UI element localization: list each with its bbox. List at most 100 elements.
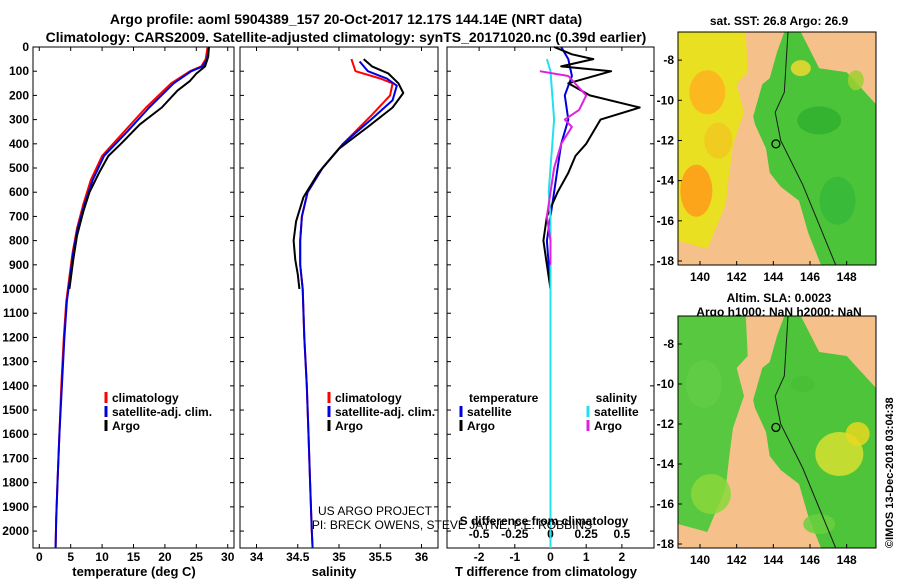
map-y-tick-label: -16 [657, 497, 675, 511]
difference-panel: -2 -1 0 1 2-0.5 -0.25 0 0.25 0.5 [446, 46, 655, 564]
sst-anomaly-patch [845, 422, 870, 446]
map-y-tick-label: -14 [657, 174, 675, 188]
map-x-tick-label: 140 [690, 270, 710, 284]
title-line-2: Climatology: CARS2009. Satellite-adjuste… [46, 29, 647, 45]
x-tick-label: 34 [250, 550, 264, 564]
map-y-tick-label: -12 [657, 417, 675, 431]
x-tick-label: 1 [583, 550, 590, 564]
argo-position-marker [771, 139, 781, 149]
sst-anomaly-patch [803, 514, 836, 534]
depth-tick-label: 700 [9, 209, 29, 223]
map-x-tick-label: 140 [690, 553, 710, 567]
temperature-xlabel: temperature (deg C) [72, 564, 196, 579]
depth-tick-label: 1000 [2, 282, 29, 296]
legend-heading: temperature [469, 391, 539, 405]
depth-tick-label: 2000 [2, 524, 29, 538]
map-x-tick-label: 146 [800, 270, 820, 284]
sst-anomaly-patch [847, 70, 864, 91]
map-y-tick-label: -8 [663, 337, 674, 351]
legend-label: Argo [112, 419, 140, 433]
map-y-tick-label: -18 [657, 537, 675, 551]
x-tick-label: 30 [221, 550, 235, 564]
x-tick-label: 36 [415, 550, 429, 564]
x-tick-label: 35 [332, 550, 346, 564]
legend-label: satellite [594, 405, 639, 419]
depth-tick-label: 100 [9, 64, 29, 78]
sst-anomaly-patch [790, 376, 815, 392]
map-y-tick-label: -10 [657, 377, 675, 391]
difference-legend: temperaturesatelliteArgosalinitysatellit… [459, 391, 639, 433]
depth-tick-label: 1600 [2, 427, 29, 441]
x-tick-label: 34.5 [286, 550, 310, 564]
sst-anomaly-patch [704, 122, 733, 159]
series-line-s-argo [539, 70, 588, 265]
watermark-line-2: PI: BRECK OWENS, STEVE JAYNE, P.E. ROBBI… [312, 518, 592, 532]
series-line-climatology [299, 58, 394, 549]
temperature-panel: 0 5 10 15 20 25 30 [32, 46, 235, 564]
salinity-panel: 34 34.5 35 35.5 36 [239, 46, 439, 564]
x2-tick-label: 0.5 [614, 527, 631, 541]
isobath-contour [774, 32, 837, 265]
map-x-tick-label: 148 [837, 553, 857, 567]
depth-tick-label: 800 [9, 234, 29, 248]
x-tick-label: 35.5 [369, 550, 393, 564]
legend-label: satellite-adj. clim. [335, 405, 435, 419]
sst-anomaly-patch [689, 70, 726, 115]
legend-label: climatology [112, 391, 179, 405]
series-line-satellite-adj-clim- [299, 60, 398, 549]
map-x-tick-label: 144 [763, 553, 783, 567]
map-frame [677, 31, 877, 266]
x2-tick-label: -0.25 [501, 527, 529, 541]
sst-anomaly-patch [685, 360, 722, 408]
series-line-argo [68, 46, 210, 290]
depth-tick-label: 600 [9, 185, 29, 199]
sst-map: 140 142 144 146 148 -8 -10 -12 -14 -16 -18 [657, 31, 877, 284]
legend-heading: salinity [596, 391, 638, 405]
depth-tick-label: 0 [22, 40, 29, 54]
difference-xlabel: T difference from climatology [455, 564, 638, 579]
x-tick-label: 25 [190, 550, 204, 564]
watermark-line-1: US ARGO PROJECT [318, 504, 433, 518]
sst-map-title: sat. SST: 26.8 Argo: 26.9 [710, 14, 849, 28]
x-tick-label: -2 [474, 550, 485, 564]
map-y-tick-label: -14 [657, 457, 675, 471]
sla-map: 140 142 144 146 148 -8 -10 -12 -14 -16 -18 [657, 315, 877, 567]
depth-tick-label: 1700 [2, 451, 29, 465]
depth-tick-label: 400 [9, 137, 29, 151]
difference-x2label: S difference from climatology [460, 514, 629, 528]
x-tick-label: 15 [127, 550, 141, 564]
map-y-tick-label: -8 [663, 53, 674, 67]
depth-tick-label: 200 [9, 88, 29, 102]
depth-tick-label: 500 [9, 161, 29, 175]
map-x-tick-label: 146 [800, 553, 820, 567]
x2-tick-label: 0.25 [575, 527, 599, 541]
legend-label: Argo [335, 419, 363, 433]
sst-anomaly-patch [680, 164, 713, 217]
depth-tick-label: 1800 [2, 476, 29, 490]
x-tick-label: -1 [509, 550, 520, 564]
depth-tick-label: 1400 [2, 379, 29, 393]
map-frame [677, 315, 877, 549]
legend-label: Argo [467, 419, 495, 433]
depth-tick-label: 1100 [3, 306, 29, 320]
legend-label: climatology [335, 391, 402, 405]
map-x-tick-label: 144 [763, 270, 783, 284]
x-tick-label: 5 [67, 550, 74, 564]
credit-text: ©IMOS 13-Dec-2018 03:04:38 [884, 397, 896, 548]
legend-label: satellite-adj. clim. [112, 405, 212, 419]
salinity-xlabel: salinity [312, 564, 358, 579]
map-x-tick-label: 142 [727, 270, 747, 284]
map-y-tick-label: -12 [657, 133, 675, 147]
map-x-tick-label: 142 [727, 553, 747, 567]
legend-label: satellite [467, 405, 512, 419]
depth-axis: 0 100 200 300 400 500 600 700 800 900 1000 1100 1200… [2, 40, 29, 538]
depth-tick-label: 1200 [2, 330, 29, 344]
series-line-t-argo [542, 46, 641, 290]
title-line-1: Argo profile: aoml 5904389_157 20-Oct-20… [110, 11, 582, 27]
sla-map-title: Altim. SLA: 0.0023 [727, 291, 832, 305]
x-tick-label: 0 [547, 550, 554, 564]
depth-tick-label: 300 [9, 113, 29, 127]
depth-tick-label: 1500 [2, 403, 29, 417]
depth-tick-label: 1300 [2, 355, 29, 369]
